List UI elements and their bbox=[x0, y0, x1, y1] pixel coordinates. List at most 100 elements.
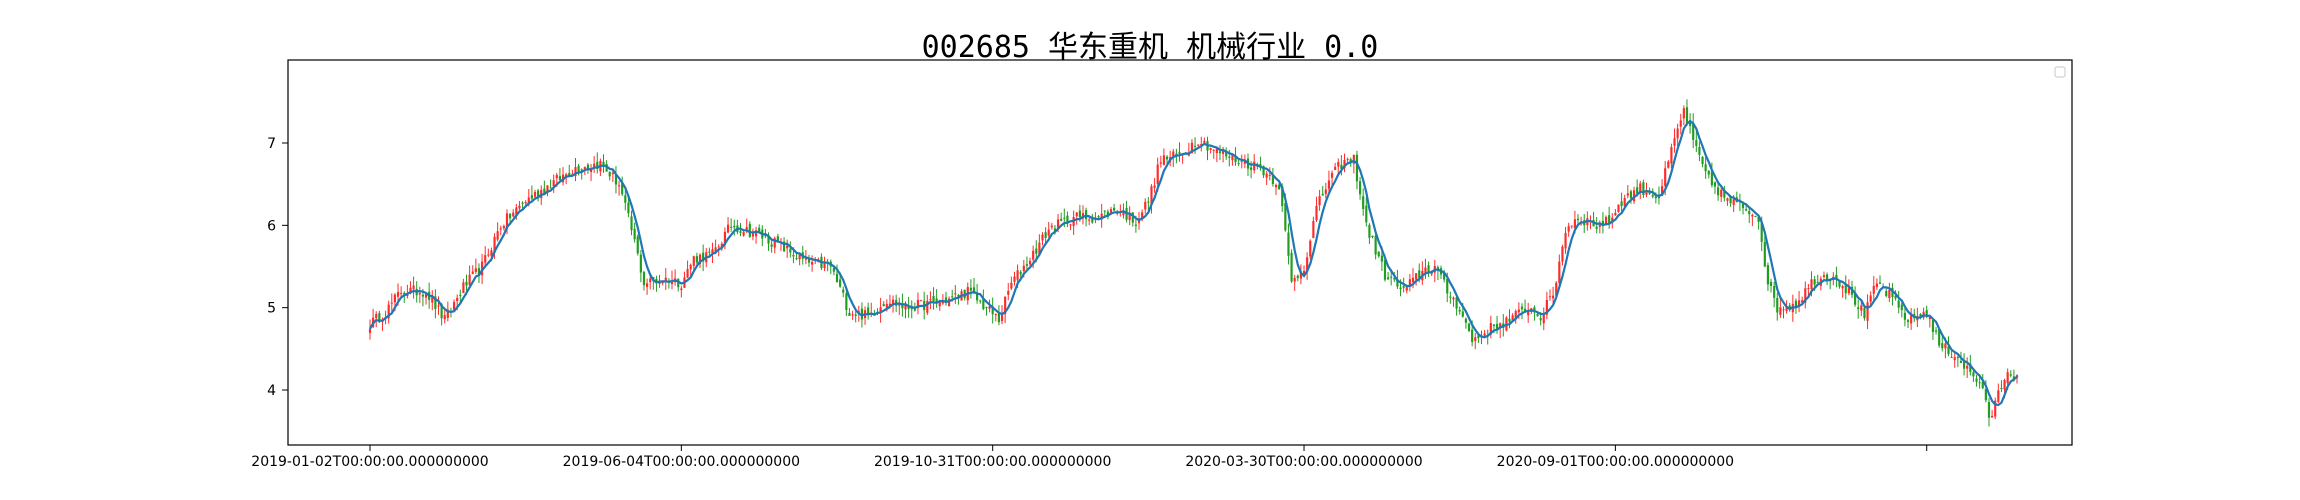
candle bbox=[1296, 274, 1299, 282]
candle bbox=[571, 169, 574, 175]
candle-body bbox=[1084, 210, 1088, 220]
candle bbox=[387, 300, 390, 324]
candle bbox=[390, 293, 393, 312]
candle bbox=[910, 300, 913, 319]
candle-body bbox=[1962, 361, 1966, 369]
candle-body bbox=[583, 166, 586, 170]
candle-body bbox=[493, 236, 496, 254]
candle bbox=[1218, 145, 1222, 161]
candle-body bbox=[1019, 271, 1022, 275]
candle bbox=[1570, 225, 1573, 229]
candle bbox=[1548, 289, 1552, 301]
candle-body bbox=[484, 255, 487, 263]
candle bbox=[1564, 226, 1567, 254]
candle bbox=[1069, 223, 1072, 231]
candle-body bbox=[1997, 390, 2000, 402]
candle-body bbox=[658, 281, 661, 285]
candle-body bbox=[860, 308, 864, 320]
candle-body bbox=[418, 293, 421, 295]
candle bbox=[1334, 162, 1337, 171]
candle-body bbox=[596, 161, 599, 169]
candle bbox=[1931, 318, 1935, 340]
candle-body bbox=[446, 309, 449, 318]
candle bbox=[907, 296, 910, 318]
candle bbox=[1987, 398, 1991, 427]
candle bbox=[1355, 150, 1359, 190]
candle bbox=[726, 217, 730, 234]
candle-body bbox=[742, 232, 745, 236]
candle bbox=[1377, 251, 1380, 258]
candle-body bbox=[490, 250, 493, 257]
candle-body bbox=[823, 262, 826, 269]
candle-body bbox=[726, 224, 730, 233]
candle-body bbox=[1595, 226, 1598, 229]
candle bbox=[434, 289, 437, 319]
candle-body bbox=[1517, 309, 1520, 313]
candle bbox=[1514, 309, 1517, 324]
candle bbox=[1088, 217, 1091, 226]
candle bbox=[1424, 258, 1427, 279]
candle-body bbox=[1897, 300, 1900, 308]
candle bbox=[636, 234, 639, 256]
candle-body bbox=[758, 227, 761, 233]
candle-body bbox=[1365, 205, 1368, 223]
candle bbox=[1025, 256, 1029, 272]
candle-body bbox=[1075, 212, 1078, 217]
candle-body bbox=[1141, 212, 1144, 220]
candle bbox=[1536, 313, 1539, 317]
candle-body bbox=[804, 257, 807, 260]
candle bbox=[512, 209, 515, 218]
candle-body bbox=[1707, 170, 1710, 175]
candle-body bbox=[689, 264, 692, 270]
candle-body bbox=[1629, 191, 1633, 199]
candle-body bbox=[1474, 337, 1477, 341]
candle-body bbox=[1757, 216, 1760, 223]
candle bbox=[406, 284, 409, 299]
candle-body bbox=[988, 306, 991, 309]
candle-body bbox=[1822, 275, 1826, 277]
candle bbox=[1763, 235, 1766, 268]
candle-body bbox=[1570, 225, 1573, 227]
candle-body bbox=[1271, 176, 1274, 185]
candle-body bbox=[1368, 224, 1371, 238]
candle bbox=[602, 154, 605, 173]
candle bbox=[437, 296, 440, 315]
candle bbox=[1642, 179, 1645, 198]
candle-body bbox=[1467, 323, 1471, 331]
candle-body bbox=[1847, 287, 1850, 294]
candle-body bbox=[702, 252, 705, 262]
candle bbox=[1113, 203, 1116, 212]
candle-body bbox=[505, 213, 509, 230]
moving-average-line bbox=[369, 119, 2018, 407]
candle bbox=[639, 250, 642, 283]
candle-body bbox=[1654, 196, 1657, 199]
candle-body bbox=[1134, 224, 1137, 226]
candle-body bbox=[1994, 400, 1997, 417]
candle-body bbox=[944, 297, 948, 304]
candle-body bbox=[1038, 242, 1041, 255]
candle-body bbox=[907, 306, 910, 309]
candle bbox=[1592, 211, 1595, 227]
candle-body bbox=[1483, 333, 1486, 336]
candle-body bbox=[1446, 278, 1449, 294]
candle bbox=[1408, 273, 1411, 292]
candle bbox=[1748, 207, 1751, 224]
candle-body bbox=[1306, 257, 1309, 273]
candle-body bbox=[748, 223, 751, 237]
x-tick-label: 2020-09-01T00:00:00.000000000 bbox=[1497, 454, 1734, 470]
candle-body bbox=[431, 296, 434, 303]
candle-body bbox=[1732, 199, 1735, 205]
candle-body bbox=[1056, 219, 1060, 229]
candle-body bbox=[1969, 363, 1972, 372]
candle-body bbox=[1838, 281, 1841, 287]
candle-body bbox=[1841, 286, 1844, 289]
candle-body bbox=[630, 216, 633, 231]
candle-body bbox=[1203, 140, 1206, 143]
candle bbox=[2000, 380, 2003, 392]
candle-body bbox=[935, 298, 938, 304]
candle bbox=[1100, 203, 1103, 228]
candle-body bbox=[1209, 148, 1212, 150]
candle-body bbox=[1215, 148, 1218, 153]
candle-body bbox=[1555, 282, 1558, 296]
candle bbox=[1306, 252, 1309, 280]
